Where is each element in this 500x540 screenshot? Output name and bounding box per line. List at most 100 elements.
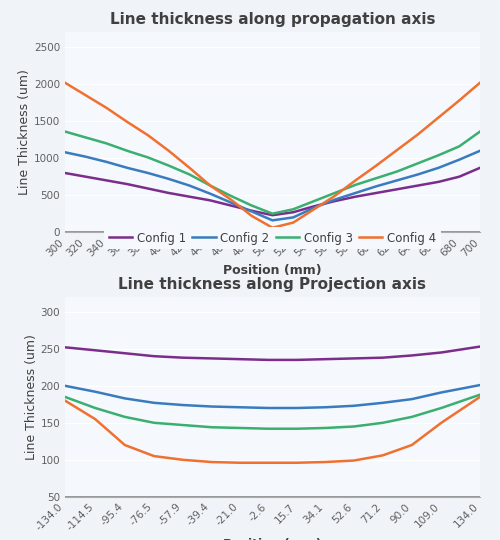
Config 2: [151, 400, 157, 406]
Line: Config 3: Config 3: [65, 132, 480, 214]
Config 1: [270, 212, 276, 218]
Config 3: [92, 405, 98, 411]
Config 2: [83, 153, 89, 160]
Config 3: [477, 392, 483, 398]
Config 2: [415, 171, 421, 178]
Config 1: [332, 198, 338, 204]
Config 3: [409, 414, 415, 420]
Config 3: [62, 129, 68, 135]
Config 3: [208, 183, 214, 189]
Config 4: [151, 453, 157, 460]
Config 4: [373, 163, 380, 169]
Config 1: [294, 356, 300, 363]
Config 2: [290, 214, 296, 221]
Config 2: [208, 403, 214, 410]
Config 1: [208, 355, 214, 362]
Config 4: [83, 92, 89, 98]
Config 1: [380, 354, 386, 361]
Config 1: [477, 343, 483, 350]
Config 1: [151, 353, 157, 360]
Config 4: [249, 213, 255, 219]
Config 3: [249, 202, 255, 209]
Config 4: [122, 442, 128, 448]
Config 1: [237, 356, 243, 362]
Config 1: [180, 354, 186, 361]
Config 4: [380, 452, 386, 458]
Config 3: [186, 171, 192, 178]
Line: Config 2: Config 2: [65, 385, 480, 408]
Config 4: [208, 183, 214, 189]
Config 3: [237, 425, 243, 431]
Config 3: [477, 129, 483, 135]
Config 3: [351, 423, 357, 430]
Config 4: [237, 460, 243, 466]
Config 1: [104, 177, 110, 184]
Config 2: [373, 183, 380, 190]
Config 2: [92, 388, 98, 395]
Config 2: [394, 177, 400, 184]
Line: Config 3: Config 3: [65, 395, 480, 429]
Config 4: [311, 206, 317, 213]
Config 3: [151, 420, 157, 426]
Config 3: [180, 422, 186, 428]
Config 1: [438, 349, 444, 356]
Title: Line thickness along Projection axis: Line thickness along Projection axis: [118, 276, 426, 292]
Config 2: [145, 170, 151, 176]
Config 3: [322, 425, 328, 431]
Config 3: [104, 140, 110, 147]
Config 4: [180, 456, 186, 463]
Config 2: [237, 404, 243, 410]
Config 2: [380, 400, 386, 406]
Config 4: [270, 225, 276, 231]
Config 4: [145, 132, 151, 138]
Config 2: [122, 395, 128, 402]
Config 2: [409, 396, 415, 402]
X-axis label: Position (mm): Position (mm): [223, 264, 322, 276]
Config 2: [266, 405, 272, 411]
Config 4: [322, 459, 328, 465]
Config 1: [62, 344, 68, 350]
Config 2: [62, 149, 68, 156]
Config 2: [311, 205, 317, 211]
Y-axis label: Line Thickness (um): Line Thickness (um): [18, 69, 31, 195]
Config 2: [124, 165, 130, 171]
Config 2: [332, 197, 338, 203]
Config 4: [456, 97, 462, 104]
Config 1: [249, 207, 255, 214]
Config 2: [180, 402, 186, 408]
Y-axis label: Line Thickness (um): Line Thickness (um): [24, 334, 38, 460]
Config 3: [166, 163, 172, 169]
Config 2: [62, 382, 68, 389]
Config 4: [208, 459, 214, 465]
Config 4: [186, 165, 192, 171]
Config 1: [208, 197, 214, 204]
Config 3: [122, 414, 128, 420]
Title: Line thickness along propagation axis: Line thickness along propagation axis: [110, 12, 435, 27]
Config 4: [62, 79, 68, 86]
Config 2: [477, 382, 483, 388]
Config 4: [92, 416, 98, 422]
Config 4: [104, 105, 110, 111]
Config 2: [477, 147, 483, 154]
Config 3: [145, 154, 151, 161]
Config 2: [228, 199, 234, 206]
Config 3: [394, 168, 400, 175]
Config 4: [332, 193, 338, 199]
Config 4: [166, 147, 172, 154]
Config 1: [436, 179, 442, 185]
Config 4: [351, 457, 357, 464]
Config 2: [322, 404, 328, 410]
Config 3: [294, 426, 300, 432]
Config 1: [62, 170, 68, 176]
Config 3: [352, 181, 358, 188]
Config 3: [124, 147, 130, 154]
Config 3: [62, 394, 68, 400]
Config 1: [228, 202, 234, 209]
Config 4: [477, 79, 483, 86]
Config 4: [394, 147, 400, 153]
Config 1: [186, 193, 192, 200]
Config 1: [311, 203, 317, 210]
Config 4: [477, 394, 483, 400]
Line: Config 4: Config 4: [65, 83, 480, 228]
Config 4: [409, 442, 415, 448]
